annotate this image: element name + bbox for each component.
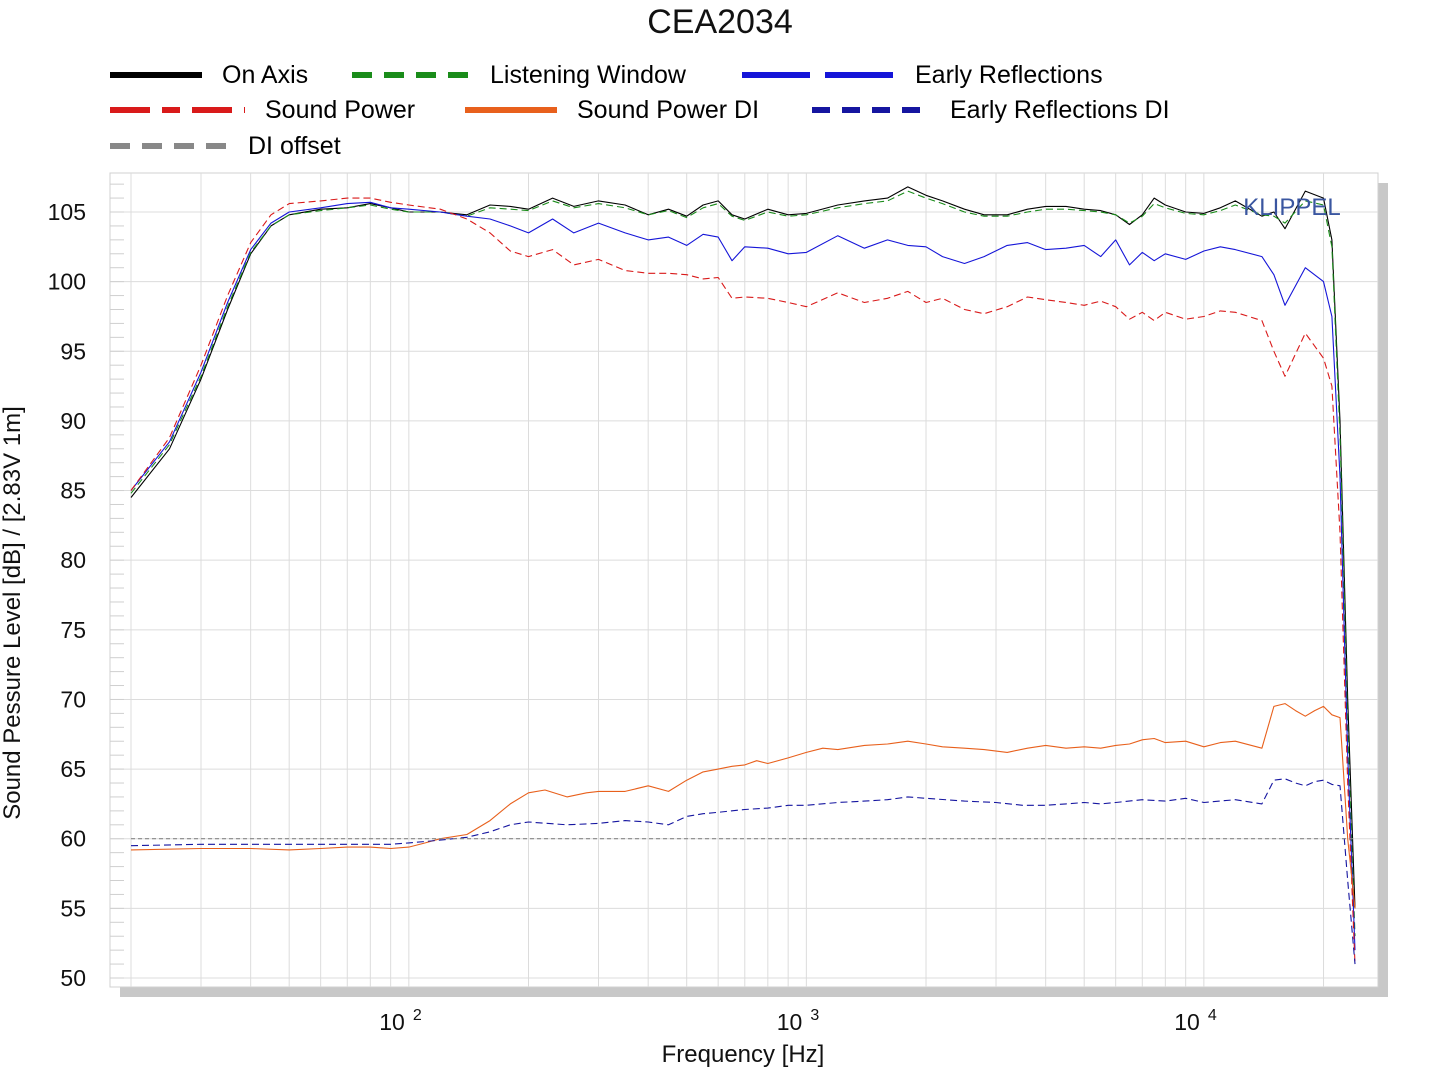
x-axis-ticks: 10 2 10 3 10 4 [379,1007,1217,1035]
legend-label-on-axis: On Axis [222,61,308,89]
y-tick-label: 70 [60,686,86,712]
y-tick-label: 50 [60,965,86,991]
y-axis-label: Sound Pessure Level [dB] / [2.83V 1m] [0,406,26,820]
x-tick-label: 10 [1174,1009,1200,1035]
legend-label-early-reflections-di: Early Reflections DI [950,96,1170,124]
legend-label-di-offset: DI offset [248,132,341,160]
series-line-listening-window [130,190,1356,937]
series-line-sound-power-di [130,703,1356,909]
series-line-on-axis [130,186,1356,909]
x-tick-label: 10 [379,1009,405,1035]
y-tick-label: 75 [60,617,86,643]
klippel-watermark: KLIPPEL [1243,194,1340,221]
series-line-early-reflections-di [130,778,1356,965]
y-tick-label: 95 [60,338,86,364]
x-tick-exponent: 2 [413,1007,422,1024]
y-tick-label: 65 [60,756,86,782]
y-tick-label: 105 [48,199,86,225]
y-tick-label: 85 [60,478,86,504]
plot-area [109,172,1379,988]
x-tick-exponent: 4 [1208,1007,1217,1024]
y-tick-label: 100 [48,269,86,295]
series-line-sound-power [130,197,1356,965]
x-tick-exponent: 3 [810,1007,819,1024]
x-tick-label: 10 [777,1009,803,1035]
y-tick-label: 60 [60,826,86,852]
y-axis-ticks: 50 55 60 65 70 75 80 85 90 95 100 105 [48,199,86,991]
x-axis-label: Frequency [Hz] [662,1041,825,1068]
legend-label-early-reflections: Early Reflections [915,61,1103,89]
legend-label-sound-power-di: Sound Power DI [577,96,759,124]
chart-legend: On Axis Listening Window Early Reflectio… [110,61,1170,160]
y-minor-ticks [110,183,124,979]
series-line-early-reflections [130,201,1356,951]
series-layer [130,186,1356,965]
y-tick-label: 80 [60,547,86,573]
y-tick-label: 90 [60,408,86,434]
legend-label-listening-window: Listening Window [490,61,687,89]
y-tick-label: 55 [60,895,86,921]
legend-label-sound-power: Sound Power [265,96,415,124]
plot-grid [110,173,1378,987]
chart-title: CEA2034 [647,3,793,41]
